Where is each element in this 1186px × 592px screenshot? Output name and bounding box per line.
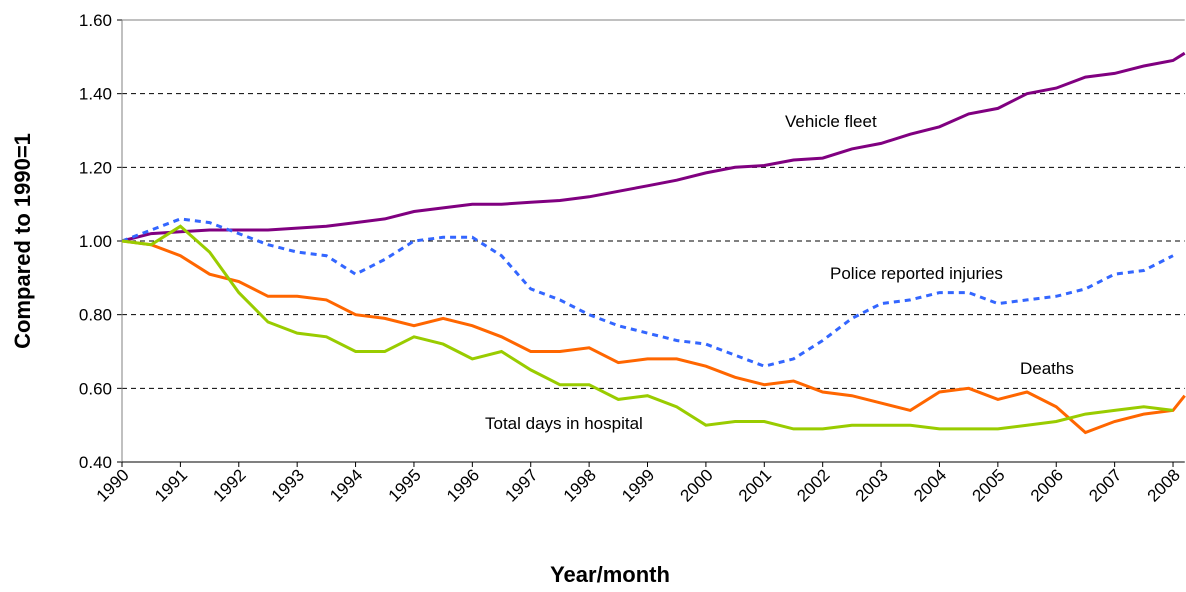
y-tick-label: 1.60 xyxy=(79,11,112,30)
x-tick-label: 2000 xyxy=(677,465,717,505)
y-tick-label: 0.80 xyxy=(79,306,112,325)
x-tick-label: 2001 xyxy=(735,465,775,505)
series-label: Total days in hospital xyxy=(485,414,643,433)
x-tick-label: 2007 xyxy=(1085,465,1125,505)
series-label: Deaths xyxy=(1020,359,1074,378)
series-label: Police reported injuries xyxy=(830,264,1003,283)
series-line xyxy=(121,224,1174,431)
y-axis-title: Compared to 1990=1 xyxy=(10,133,35,349)
x-tick-label: 1994 xyxy=(326,465,366,505)
x-axis-title: Year/month xyxy=(550,562,670,587)
x-tick-label: 1993 xyxy=(268,465,308,505)
x-tick-label: 2004 xyxy=(910,465,950,505)
x-tick-label: 2002 xyxy=(793,465,833,505)
series-line xyxy=(121,51,1186,243)
x-tick-label: 1998 xyxy=(560,465,600,505)
x-tick-label: 1999 xyxy=(618,465,658,505)
x-tick-label: 1997 xyxy=(501,465,541,505)
y-tick-label: 1.20 xyxy=(79,158,112,177)
y-tick-label: 1.00 xyxy=(79,232,112,251)
y-tick-label: 0.60 xyxy=(79,379,112,398)
x-tick-label: 1992 xyxy=(209,465,249,505)
x-tick-label: 2006 xyxy=(1027,465,1067,505)
series-line xyxy=(121,239,1186,435)
y-tick-label: 0.40 xyxy=(79,453,112,472)
series-label: Vehicle fleet xyxy=(785,112,877,131)
x-tick-label: 2008 xyxy=(1144,465,1184,505)
x-tick-label: 2005 xyxy=(968,465,1008,505)
x-tick-label: 1991 xyxy=(151,465,191,505)
x-tick-label: 1995 xyxy=(385,465,425,505)
y-tick-label: 1.40 xyxy=(79,85,112,104)
x-tick-label: 2003 xyxy=(852,465,892,505)
x-tick-label: 1996 xyxy=(443,465,483,505)
